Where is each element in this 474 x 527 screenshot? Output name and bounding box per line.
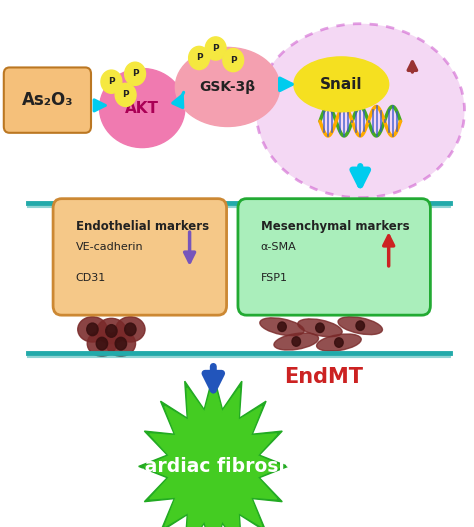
Text: EndMT: EndMT [284,367,364,387]
Ellipse shape [294,57,389,112]
Text: P: P [196,53,202,63]
Ellipse shape [260,318,304,336]
Ellipse shape [97,318,126,344]
Circle shape [189,46,210,70]
Circle shape [125,323,136,336]
Ellipse shape [106,331,136,356]
Text: Cardiac fibrosis: Cardiac fibrosis [131,457,296,476]
Text: As₂O₃: As₂O₃ [22,91,73,109]
Circle shape [356,321,365,330]
Text: FSP1: FSP1 [261,273,288,283]
Circle shape [125,62,146,85]
Ellipse shape [175,47,280,126]
Ellipse shape [116,317,145,342]
Text: VE-cadherin: VE-cadherin [76,242,144,252]
Circle shape [292,337,301,346]
Ellipse shape [317,334,361,351]
Ellipse shape [78,317,107,342]
FancyBboxPatch shape [238,199,430,315]
Circle shape [335,338,343,347]
Text: P: P [132,69,138,79]
Ellipse shape [274,333,319,350]
Circle shape [205,37,226,60]
Text: P: P [230,55,237,65]
Text: P: P [122,90,129,100]
Circle shape [106,325,117,337]
Circle shape [115,337,127,350]
Circle shape [278,322,286,331]
Ellipse shape [100,69,185,148]
FancyBboxPatch shape [4,67,91,133]
Text: P: P [212,44,219,53]
Text: Endothelial markers: Endothelial markers [76,220,209,233]
Text: Mesenchymal markers: Mesenchymal markers [261,220,410,233]
Text: Snail: Snail [320,77,363,92]
Circle shape [87,323,98,336]
Circle shape [101,70,122,93]
Text: α-SMA: α-SMA [261,242,296,252]
Text: GSK-3β: GSK-3β [200,80,255,94]
Ellipse shape [87,331,117,356]
Circle shape [115,83,136,106]
Circle shape [96,337,108,350]
Ellipse shape [298,319,342,337]
Ellipse shape [338,317,383,335]
FancyBboxPatch shape [53,199,227,315]
Polygon shape [139,374,288,527]
Circle shape [223,48,244,72]
Circle shape [316,323,324,333]
Text: P: P [108,77,115,86]
Text: CD31: CD31 [76,273,106,283]
Polygon shape [145,382,282,527]
Text: AKT: AKT [125,101,159,115]
Ellipse shape [256,24,465,198]
